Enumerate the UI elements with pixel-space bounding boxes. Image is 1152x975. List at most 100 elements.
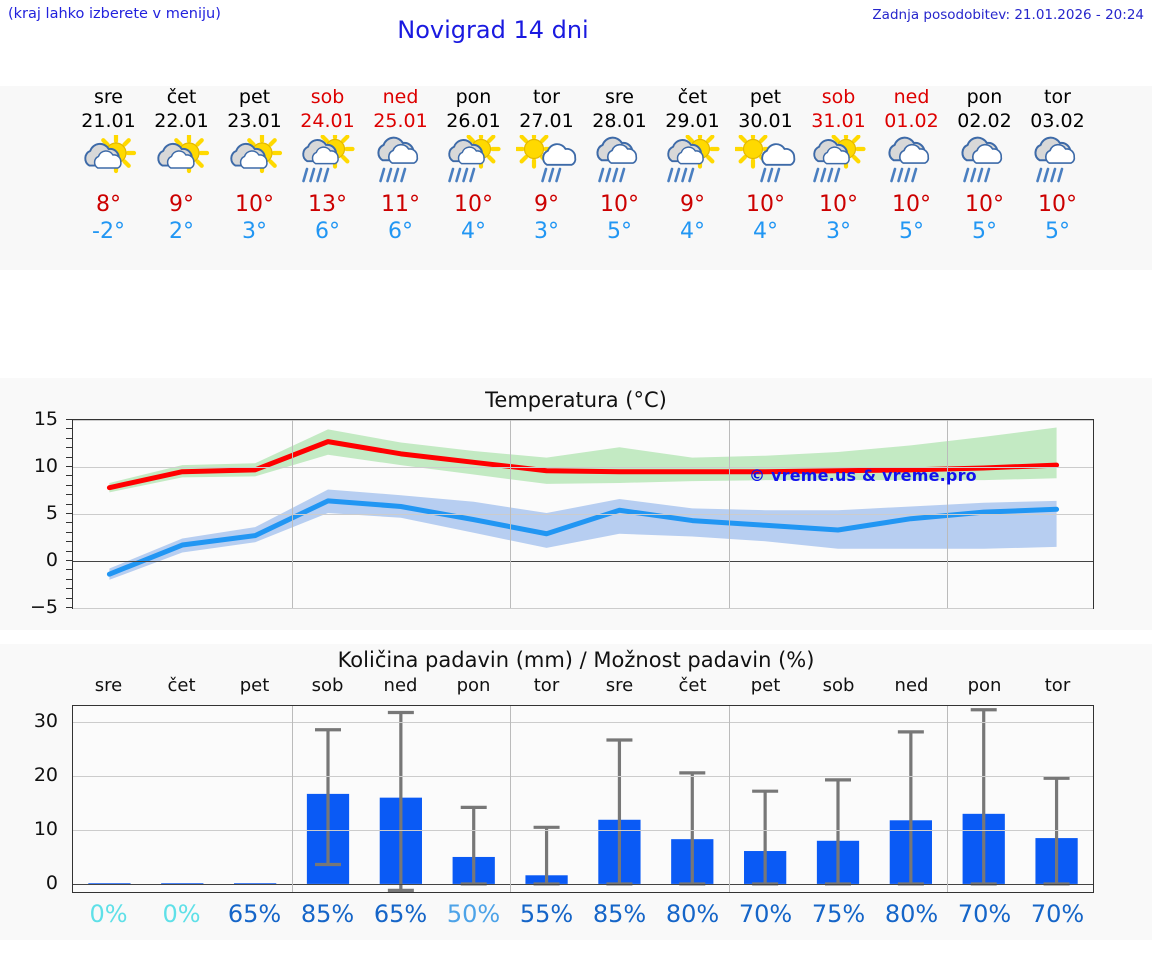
sun-cloud-icon <box>215 135 294 191</box>
day-column[interactable]: sre 28.01 10° 5° <box>580 86 659 245</box>
day-column[interactable]: čet 29.01 9° 4° <box>653 86 732 245</box>
day-of-week-label: sob <box>821 86 856 108</box>
gridline <box>73 561 1093 562</box>
day-column[interactable]: pet 23.01 10° 3° <box>215 86 294 245</box>
max-temperature-value: 8° <box>96 192 121 217</box>
day-of-week-label: čet <box>166 86 197 108</box>
day-of-week-label: ned <box>893 86 930 108</box>
day-of-week-label: pet <box>238 86 271 108</box>
sun-cloud-rain-icon <box>288 135 367 191</box>
sun-cloud-icon <box>69 135 148 191</box>
y-axis-tick-label: 0 <box>45 871 58 894</box>
max-temperature-value: 10° <box>454 192 493 217</box>
precipitation-day-label: čet <box>678 675 707 696</box>
max-temperature-value: 10° <box>892 192 931 217</box>
day-divider-line <box>947 420 949 608</box>
y-axis-tick-label: 0 <box>45 549 58 571</box>
precipitation-day-label: ned <box>383 675 418 696</box>
day-column[interactable]: pon 26.01 10° 4° <box>434 86 513 245</box>
day-column[interactable]: sre 21.01 8° -2° <box>69 86 148 245</box>
day-of-week-label: čet <box>677 86 708 108</box>
precipitation-bars-svg <box>88 708 1078 892</box>
sun-cloud-icon <box>142 135 221 191</box>
min-temperature-value: 5° <box>972 219 997 244</box>
gridline <box>73 776 1093 778</box>
gridline <box>73 420 1093 421</box>
gridline <box>73 830 1093 831</box>
temperature-series-svg <box>106 427 1060 580</box>
day-date-label: 02.02 <box>957 110 1012 132</box>
sun-cloud-rain-icon <box>799 135 878 191</box>
precipitation-day-label: tor <box>533 675 560 696</box>
watermark-label: © vreme.us & vreme.pro <box>749 466 977 485</box>
precipitation-probability-label: 65% <box>227 900 282 928</box>
min-temperature-value: 2° <box>169 219 194 244</box>
day-column[interactable]: sob 31.01 10° 3° <box>799 86 878 245</box>
precipitation-probability-label: 0% <box>89 900 128 928</box>
axis-tick-mark <box>66 503 72 505</box>
temperature-chart-title: Temperatura (°C) <box>485 388 667 412</box>
day-date-label: 28.01 <box>592 110 647 132</box>
location-menu-hint[interactable]: (kraj lahko izberete v meniju) <box>8 6 221 22</box>
y-axis-tick-label: −5 <box>29 596 58 618</box>
max-temperature-value: 11° <box>381 192 420 217</box>
day-divider-line <box>510 706 512 892</box>
sun-cloud-rain-icon <box>434 135 513 191</box>
min-temperature-value: 4° <box>461 219 486 244</box>
day-divider-line <box>291 420 293 608</box>
precipitation-day-label: tor <box>1044 675 1071 696</box>
day-date-label: 22.01 <box>154 110 209 132</box>
precipitation-chart-title: Količina padavin (mm) / Možnost padavin … <box>337 648 815 672</box>
day-column[interactable]: pon 02.02 10° 5° <box>945 86 1024 245</box>
day-date-label: 26.01 <box>446 110 501 132</box>
day-column[interactable]: tor 03.02 10° 5° <box>1018 86 1097 245</box>
day-divider-line <box>947 706 949 892</box>
y-axis-tick-label: 10 <box>33 455 58 477</box>
day-date-label: 25.01 <box>373 110 428 132</box>
day-date-label: 03.02 <box>1030 110 1085 132</box>
day-column[interactable]: čet 22.01 9° 2° <box>142 86 221 245</box>
axis-tick-mark <box>66 597 72 599</box>
precipitation-probability-label: 80% <box>665 900 720 928</box>
axis-tick-mark <box>66 588 72 590</box>
precipitation-day-label: sob <box>822 675 855 696</box>
min-temperature-value: 5° <box>899 219 924 244</box>
gridline <box>73 722 1093 724</box>
page-header: (kraj lahko izberete v meniju) Novigrad … <box>0 0 1152 55</box>
page-title: Novigrad 14 dni <box>397 16 589 44</box>
precipitation-probability-label: 80% <box>884 900 939 928</box>
precipitation-probability-label: 50% <box>446 900 501 928</box>
axis-tick-mark <box>66 419 72 420</box>
day-column[interactable]: sob 24.01 13° 6° <box>288 86 367 245</box>
max-temperature-value: 10° <box>819 192 858 217</box>
temperature-plot-area <box>72 419 1094 609</box>
day-date-label: 23.01 <box>227 110 282 132</box>
min-temperature-value: 4° <box>753 219 778 244</box>
precipitation-day-label: pon <box>967 675 1002 696</box>
axis-tick-mark <box>66 494 72 496</box>
day-of-week-label: pon <box>966 86 1003 108</box>
cloud-rain-icon <box>361 135 440 191</box>
axis-tick-mark <box>66 578 72 580</box>
precipitation-probability-label: 70% <box>1030 900 1085 928</box>
axis-tick-mark <box>66 456 72 458</box>
day-column[interactable]: tor 27.01 9° 3° <box>507 86 586 245</box>
day-of-week-label: pet <box>749 86 782 108</box>
precipitation-day-label: čet <box>167 675 196 696</box>
axis-tick-mark <box>66 569 72 571</box>
axis-tick-mark <box>66 522 72 524</box>
sun-cloud-rain-right-icon <box>507 135 586 191</box>
max-temperature-value: 9° <box>680 192 705 217</box>
day-column[interactable]: ned 25.01 11° 6° <box>361 86 440 245</box>
y-axis-tick-label: 15 <box>33 408 58 430</box>
gridline <box>73 467 1093 468</box>
day-date-label: 21.01 <box>81 110 136 132</box>
min-temperature-value: 3° <box>826 219 851 244</box>
day-divider-line <box>728 706 730 892</box>
day-column[interactable]: pet 30.01 10° 4° <box>726 86 805 245</box>
max-temperature-value: 9° <box>169 192 194 217</box>
day-of-week-label: tor <box>1044 86 1071 108</box>
day-column[interactable]: ned 01.02 10° 5° <box>872 86 951 245</box>
day-date-label: 24.01 <box>300 110 355 132</box>
day-date-label: 01.02 <box>884 110 939 132</box>
